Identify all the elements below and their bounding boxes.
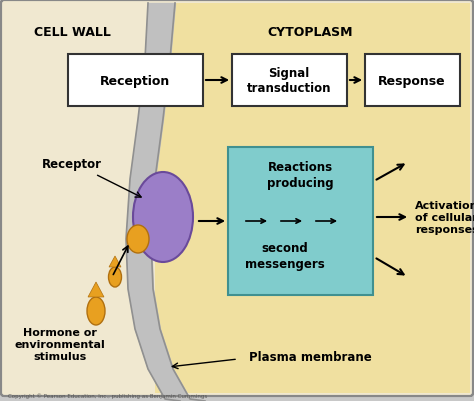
FancyBboxPatch shape [68, 55, 203, 107]
Text: Receptor: Receptor [42, 158, 102, 171]
Text: Activation
of cellular
responses: Activation of cellular responses [415, 200, 474, 235]
Ellipse shape [87, 297, 105, 325]
Text: CELL WALL: CELL WALL [34, 25, 110, 38]
Text: Signal
transduction: Signal transduction [247, 67, 331, 95]
Text: Plasma membrane: Plasma membrane [249, 350, 371, 364]
Text: Copyright © Pearson Education, Inc., publishing as Benjamin Cummings: Copyright © Pearson Education, Inc., pub… [8, 392, 207, 398]
Text: Response: Response [378, 74, 446, 87]
Polygon shape [88, 282, 104, 297]
Text: Reactions
producing: Reactions producing [267, 161, 333, 190]
Text: second
messengers: second messengers [245, 242, 325, 271]
FancyBboxPatch shape [228, 148, 373, 295]
Ellipse shape [127, 225, 149, 253]
Text: Reception: Reception [100, 74, 170, 87]
FancyBboxPatch shape [232, 55, 347, 107]
Polygon shape [109, 256, 121, 267]
Ellipse shape [109, 267, 121, 287]
Text: Hormone or
environmental
stimulus: Hormone or environmental stimulus [15, 327, 105, 361]
FancyBboxPatch shape [365, 55, 460, 107]
Ellipse shape [133, 172, 193, 262]
Bar [155, 4, 470, 393]
Text: CYTOPLASM: CYTOPLASM [267, 25, 353, 38]
